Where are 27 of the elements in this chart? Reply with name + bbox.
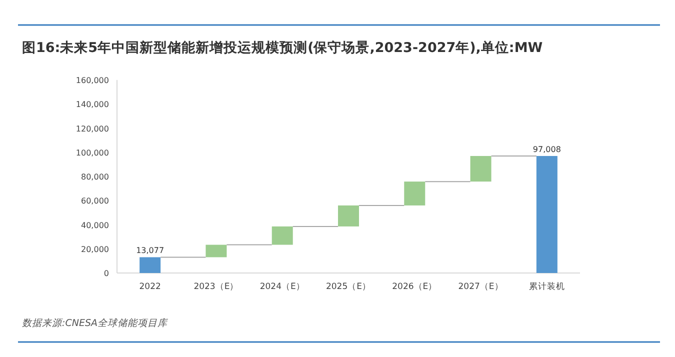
x-tick-label: 2025（E） [326,282,372,292]
y-tick-label: 60,000 [81,196,109,206]
y-tick-label: 0 [104,269,109,278]
y-tick-label: 40,000 [81,220,109,230]
x-tick-label: 2023（E） [194,282,239,292]
x-tick-label: 2027（E） [458,282,504,292]
bar [536,156,558,273]
x-tick-label: 累计装机 [528,281,565,292]
y-tick-label: 140,000 [76,100,109,110]
y-tick-label: 80,000 [81,172,109,182]
source-note: 数据来源:CNESA全球储能项目库 [22,317,168,329]
x-tick-label: 2022 [139,282,161,292]
bar [206,244,227,258]
data-label: 13,077 [136,246,164,256]
bar [404,182,426,206]
chart-title: 图16:未来5年中国新型储能新增投运规模预测(保守场景,2023-2027年),单位:MW [22,39,543,56]
y-tick-label: 100,000 [76,148,109,158]
bar [470,156,492,182]
bar [338,205,359,226]
y-tick-label: 120,000 [76,124,109,134]
y-tick-label: 20,000 [81,244,109,254]
x-tick-label: 2026（E） [392,282,438,292]
data-label: 97,008 [532,144,561,154]
bar [140,257,161,273]
y-tick-label: 160,000 [76,76,109,85]
x-tick-label: 2024（E） [260,282,305,292]
bar [272,226,293,245]
